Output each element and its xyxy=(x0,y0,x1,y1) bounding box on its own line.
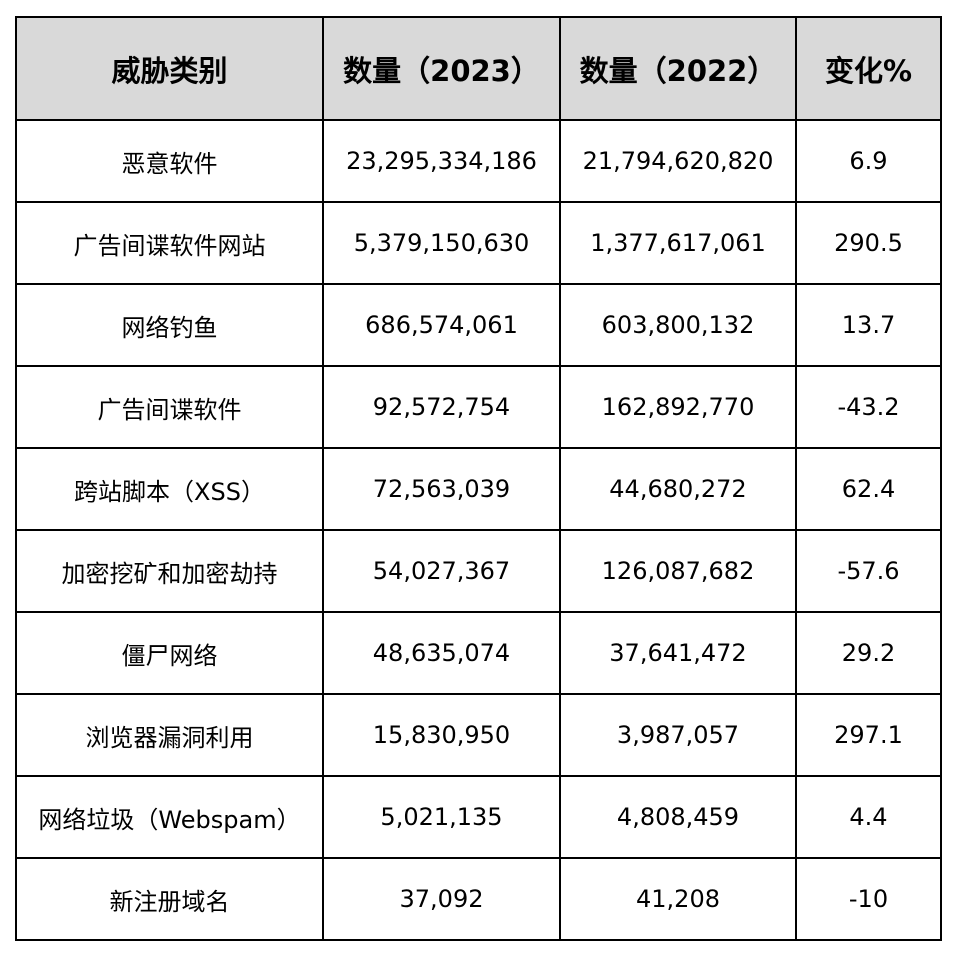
cell-count-2022: 21,794,620,820 xyxy=(559,119,797,203)
cell-count-2022: 44,680,272 xyxy=(559,447,797,531)
cell-count-2023: 37,092 xyxy=(322,857,561,941)
cell-change-percent: 6.9 xyxy=(795,119,942,203)
cell-count-2022: 126,087,682 xyxy=(559,529,797,613)
cell-change-percent: 290.5 xyxy=(795,201,942,285)
cell-threat-category: 广告间谍软件网站 xyxy=(15,201,324,285)
cell-change-percent: -10 xyxy=(795,857,942,941)
cell-count-2023: 48,635,074 xyxy=(322,611,561,695)
cell-change-percent: 29.2 xyxy=(795,611,942,695)
cell-count-2023: 92,572,754 xyxy=(322,365,561,449)
header-threat-category: 威胁类别 xyxy=(15,16,324,121)
cell-count-2022: 41,208 xyxy=(559,857,797,941)
cell-threat-category: 跨站脚本（XSS） xyxy=(15,447,324,531)
cell-count-2022: 603,800,132 xyxy=(559,283,797,367)
cell-threat-category: 网络垃圾（Webspam） xyxy=(15,775,324,859)
threat-statistics-table: 威胁类别 数量（2023） 数量（2022） 变化% 恶意软件 23,295,3… xyxy=(15,16,942,941)
cell-threat-category: 网络钓鱼 xyxy=(15,283,324,367)
cell-threat-category: 浏览器漏洞利用 xyxy=(15,693,324,777)
cell-count-2022: 4,808,459 xyxy=(559,775,797,859)
cell-count-2023: 72,563,039 xyxy=(322,447,561,531)
table-row: 广告间谍软件 92,572,754 162,892,770 -43.2 xyxy=(15,365,942,449)
cell-count-2023: 23,295,334,186 xyxy=(322,119,561,203)
cell-count-2023: 15,830,950 xyxy=(322,693,561,777)
cell-change-percent: -43.2 xyxy=(795,365,942,449)
header-change-percent: 变化% xyxy=(795,16,942,121)
cell-change-percent: 297.1 xyxy=(795,693,942,777)
table-row: 广告间谍软件网站 5,379,150,630 1,377,617,061 290… xyxy=(15,201,942,285)
table-header-row: 威胁类别 数量（2023） 数量（2022） 变化% xyxy=(15,16,942,121)
cell-change-percent: 13.7 xyxy=(795,283,942,367)
cell-change-percent: 4.4 xyxy=(795,775,942,859)
cell-threat-category: 广告间谍软件 xyxy=(15,365,324,449)
table-row: 网络垃圾（Webspam） 5,021,135 4,808,459 4.4 xyxy=(15,775,942,859)
cell-count-2023: 54,027,367 xyxy=(322,529,561,613)
table-row: 僵尸网络 48,635,074 37,641,472 29.2 xyxy=(15,611,942,695)
cell-threat-category: 僵尸网络 xyxy=(15,611,324,695)
table-row: 网络钓鱼 686,574,061 603,800,132 13.7 xyxy=(15,283,942,367)
cell-threat-category: 新注册域名 xyxy=(15,857,324,941)
table-row: 恶意软件 23,295,334,186 21,794,620,820 6.9 xyxy=(15,119,942,203)
table-row: 浏览器漏洞利用 15,830,950 3,987,057 297.1 xyxy=(15,693,942,777)
cell-count-2022: 162,892,770 xyxy=(559,365,797,449)
cell-change-percent: 62.4 xyxy=(795,447,942,531)
cell-threat-category: 加密挖矿和加密劫持 xyxy=(15,529,324,613)
cell-change-percent: -57.6 xyxy=(795,529,942,613)
cell-count-2023: 5,379,150,630 xyxy=(322,201,561,285)
header-count-2022: 数量（2022） xyxy=(559,16,797,121)
header-count-2023: 数量（2023） xyxy=(322,16,561,121)
table-row: 加密挖矿和加密劫持 54,027,367 126,087,682 -57.6 xyxy=(15,529,942,613)
table-row: 新注册域名 37,092 41,208 -10 xyxy=(15,857,942,941)
cell-count-2022: 37,641,472 xyxy=(559,611,797,695)
cell-count-2023: 686,574,061 xyxy=(322,283,561,367)
cell-count-2022: 3,987,057 xyxy=(559,693,797,777)
cell-count-2022: 1,377,617,061 xyxy=(559,201,797,285)
cell-threat-category: 恶意软件 xyxy=(15,119,324,203)
cell-count-2023: 5,021,135 xyxy=(322,775,561,859)
table-row: 跨站脚本（XSS） 72,563,039 44,680,272 62.4 xyxy=(15,447,942,531)
